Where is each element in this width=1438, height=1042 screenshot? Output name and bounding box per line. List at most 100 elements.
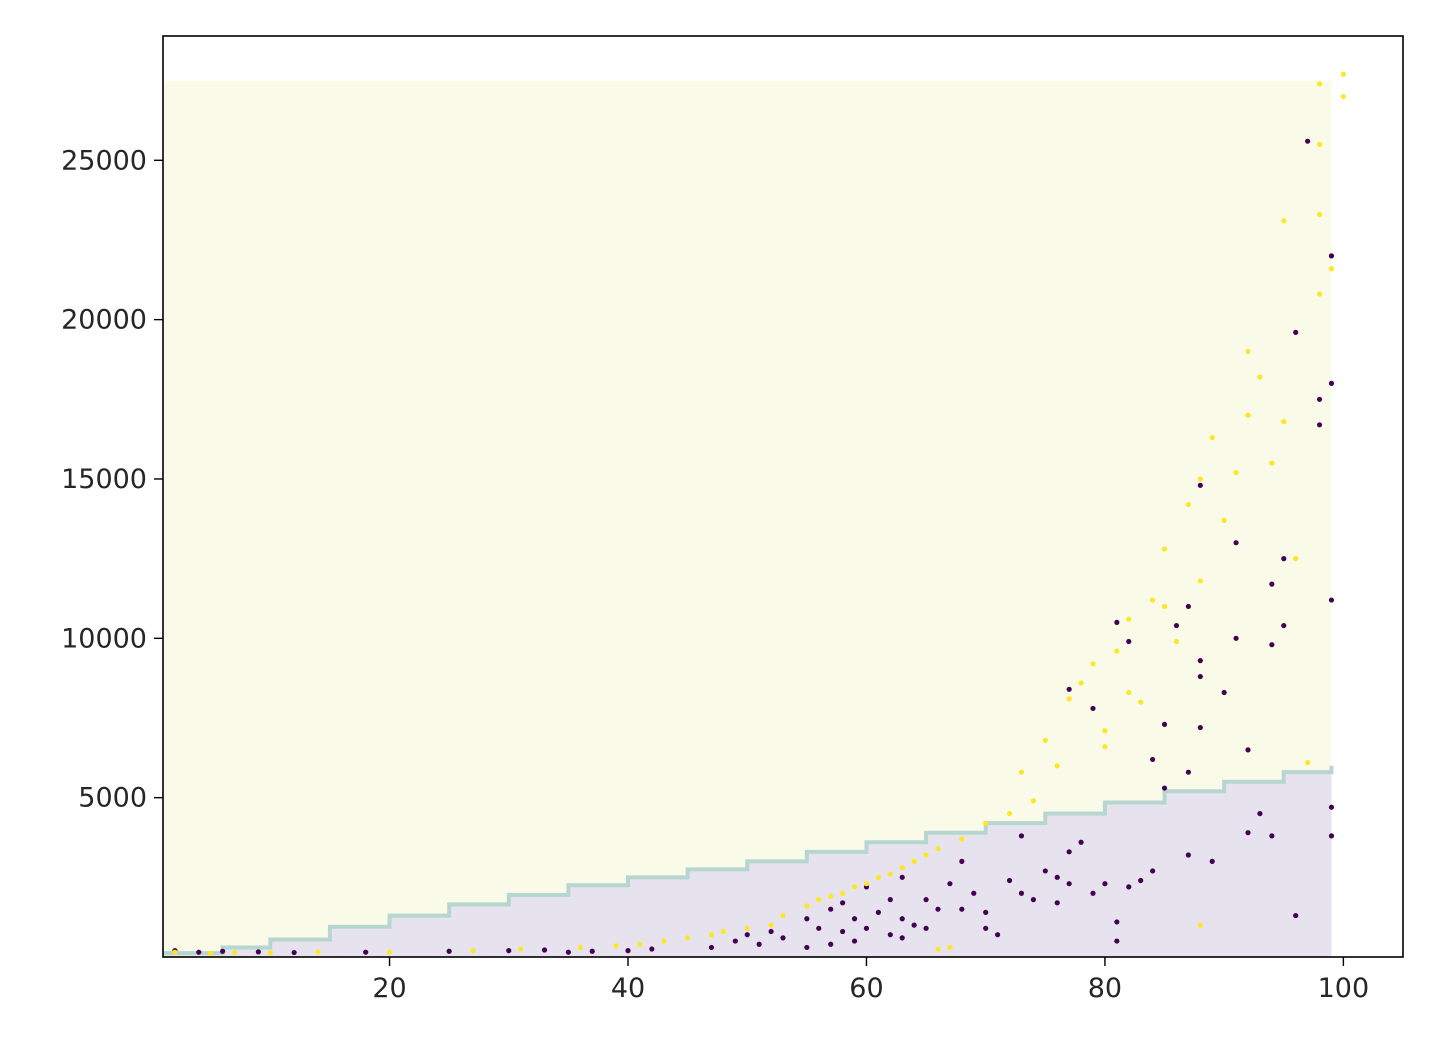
point-class-0 bbox=[828, 941, 834, 947]
point-class-1 bbox=[1316, 291, 1323, 297]
point-class-1 bbox=[315, 949, 321, 955]
point-class-0 bbox=[1150, 868, 1156, 874]
point-class-0 bbox=[947, 881, 953, 887]
point-class-0 bbox=[1269, 581, 1275, 587]
point-class-0 bbox=[1042, 868, 1048, 874]
point-class-1 bbox=[923, 852, 929, 858]
point-class-1 bbox=[959, 836, 965, 842]
point-class-0 bbox=[875, 909, 881, 915]
point-class-0 bbox=[1066, 881, 1072, 887]
point-class-1 bbox=[1185, 501, 1191, 508]
point-class-0 bbox=[923, 897, 929, 903]
point-class-1 bbox=[1114, 648, 1120, 654]
point-class-0 bbox=[1006, 877, 1013, 884]
point-class-1 bbox=[1030, 798, 1036, 804]
x-tick-label: 20 bbox=[372, 973, 406, 1004]
point-class-1 bbox=[1138, 699, 1144, 705]
point-class-1 bbox=[947, 944, 953, 951]
point-class-0 bbox=[708, 944, 715, 951]
y-tick-label: 10000 bbox=[61, 623, 147, 654]
point-class-1 bbox=[231, 949, 238, 956]
point-class-0 bbox=[1161, 721, 1168, 727]
point-class-1 bbox=[1328, 266, 1335, 272]
point-class-0 bbox=[983, 925, 989, 931]
point-class-1 bbox=[685, 935, 691, 941]
point-class-1 bbox=[577, 944, 583, 951]
point-class-1 bbox=[863, 881, 870, 887]
point-class-0 bbox=[899, 935, 905, 941]
point-class-1 bbox=[172, 949, 178, 955]
point-class-0 bbox=[1066, 849, 1072, 855]
point-class-1 bbox=[708, 932, 715, 938]
point-class-0 bbox=[863, 925, 870, 931]
point-class-1 bbox=[1316, 211, 1323, 218]
point-class-0 bbox=[1328, 833, 1335, 839]
point-class-1 bbox=[911, 858, 917, 864]
point-class-1 bbox=[1233, 469, 1239, 476]
point-class-1 bbox=[1054, 763, 1060, 769]
point-class-1 bbox=[1102, 728, 1108, 734]
point-class-0 bbox=[220, 948, 226, 954]
point-class-0 bbox=[565, 949, 571, 955]
point-class-1 bbox=[744, 925, 750, 931]
point-class-1 bbox=[1161, 546, 1168, 552]
decision-boundary bbox=[163, 765, 1334, 956]
point-class-1 bbox=[768, 922, 774, 928]
point-class-1 bbox=[1078, 680, 1084, 686]
point-class-1 bbox=[816, 897, 822, 903]
point-class-0 bbox=[935, 906, 941, 912]
point-class-0 bbox=[1066, 686, 1072, 692]
point-class-0 bbox=[744, 932, 750, 938]
point-class-1 bbox=[1269, 460, 1275, 466]
point-class-1 bbox=[637, 941, 643, 947]
point-class-0 bbox=[625, 948, 631, 954]
x-tick-label: 40 bbox=[611, 973, 645, 1004]
point-class-1 bbox=[1197, 922, 1203, 928]
axes-frame bbox=[162, 35, 1404, 958]
point-class-1 bbox=[208, 950, 214, 956]
point-class-0 bbox=[291, 949, 297, 956]
point-class-1 bbox=[1173, 638, 1180, 645]
point-class-0 bbox=[899, 874, 905, 880]
point-class-0 bbox=[1030, 897, 1036, 903]
point-class-1 bbox=[1245, 348, 1251, 355]
point-class-1 bbox=[983, 820, 989, 826]
point-class-0 bbox=[363, 949, 369, 955]
point-class-1 bbox=[1305, 760, 1311, 766]
point-class-1 bbox=[851, 884, 858, 890]
point-class-1 bbox=[1090, 661, 1096, 667]
x-tick-label: 60 bbox=[849, 973, 883, 1004]
y-tick-label: 25000 bbox=[61, 145, 147, 176]
point-class-1 bbox=[935, 846, 941, 852]
point-class-0 bbox=[1245, 830, 1251, 836]
point-class-0 bbox=[1233, 635, 1239, 641]
point-class-1 bbox=[1042, 737, 1048, 743]
point-class-1 bbox=[1006, 810, 1013, 817]
point-class-0 bbox=[971, 890, 977, 896]
point-class-1 bbox=[1161, 603, 1168, 610]
point-class-0 bbox=[983, 909, 989, 915]
point-class-0 bbox=[1197, 482, 1203, 488]
point-class-0 bbox=[541, 947, 548, 953]
point-class-1 bbox=[804, 903, 810, 909]
point-class-0 bbox=[1209, 858, 1215, 864]
point-class-0 bbox=[1185, 769, 1191, 775]
point-class-0 bbox=[816, 925, 822, 931]
point-class-0 bbox=[1102, 881, 1108, 887]
point-class-0 bbox=[1054, 874, 1060, 880]
point-class-0 bbox=[1114, 938, 1120, 944]
point-class-0 bbox=[899, 916, 905, 922]
point-class-0 bbox=[1328, 253, 1335, 259]
y-tick-label: 20000 bbox=[61, 305, 147, 336]
point-class-0 bbox=[1114, 619, 1120, 625]
point-class-0 bbox=[1269, 833, 1275, 839]
point-class-1 bbox=[935, 946, 941, 952]
point-class-1 bbox=[1102, 744, 1108, 750]
point-class-0 bbox=[196, 949, 202, 955]
point-class-0 bbox=[1233, 540, 1239, 546]
point-class-1 bbox=[1245, 412, 1251, 418]
point-class-0 bbox=[1293, 329, 1299, 335]
point-class-0 bbox=[506, 948, 512, 954]
point-class-1 bbox=[1293, 556, 1299, 562]
point-class-1 bbox=[720, 928, 726, 935]
